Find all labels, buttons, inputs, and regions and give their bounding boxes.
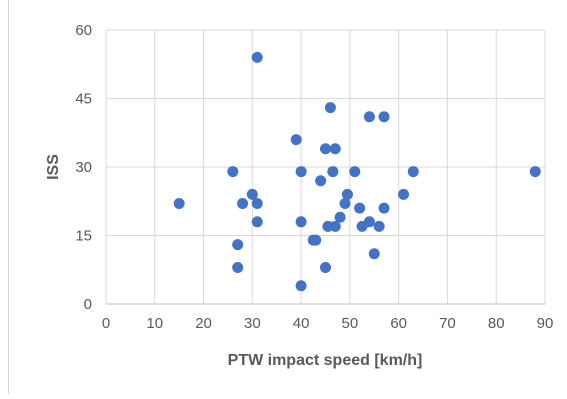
y-tick-label: 0	[84, 296, 92, 313]
scatter-point	[295, 216, 307, 228]
scatter-point	[398, 188, 410, 200]
scatter-point	[320, 261, 331, 273]
x-axis-title: PTW impact speed [km/h]	[228, 352, 423, 369]
scatter-point	[378, 111, 390, 123]
scatter-point	[327, 166, 339, 178]
x-tick-label: 80	[488, 315, 505, 332]
x-tick-label: 40	[293, 315, 310, 332]
chart-border	[8, 0, 9, 394]
scatter-point	[227, 166, 239, 178]
axes	[105, 30, 545, 305]
scatter-point	[349, 166, 361, 178]
scatter-point	[341, 188, 353, 200]
scatter-point	[295, 166, 307, 178]
scatter-point	[368, 248, 380, 260]
scatter-point	[354, 202, 366, 214]
scatter-point	[251, 198, 263, 210]
scatter-point	[310, 234, 322, 246]
x-tick-label: 10	[146, 315, 163, 332]
scatter-point	[251, 216, 263, 228]
tick-labels: 0 10 20 30 40 50 60 70 80 90 0 15 30 45 60	[75, 22, 553, 332]
scatter-point	[246, 188, 258, 200]
scatter-point	[290, 134, 302, 146]
scatter-point	[329, 143, 341, 155]
scatter-point	[237, 198, 249, 210]
scatter-point	[232, 261, 244, 273]
x-tick-label: 30	[244, 315, 261, 332]
scatter-point	[232, 239, 244, 251]
scatter-point	[373, 220, 385, 232]
x-tick-label: 90	[537, 315, 554, 332]
x-tick-label: 60	[390, 315, 407, 332]
scatter-point	[320, 143, 331, 155]
scatter-point	[329, 220, 341, 232]
y-tick-label: 15	[75, 228, 92, 245]
scatter-point	[173, 198, 185, 210]
x-tick-label: 50	[342, 315, 359, 332]
scatter-point	[295, 280, 307, 292]
x-tick-label: 0	[102, 315, 110, 332]
y-tick-label: 60	[75, 22, 92, 39]
y-axis-title: ISS	[45, 154, 62, 180]
scatter-point	[324, 102, 336, 114]
y-tick-label: 30	[75, 159, 92, 176]
x-tick-label: 20	[195, 315, 212, 332]
scatter-point	[378, 202, 390, 214]
scatter-point	[407, 166, 419, 178]
y-tick-label: 45	[75, 91, 92, 108]
scatter-point	[334, 211, 346, 223]
scatter-point	[339, 198, 351, 210]
x-tick-label: 70	[439, 315, 456, 332]
scatter-point	[363, 111, 375, 123]
data-points	[173, 51, 541, 292]
scatter-point	[363, 216, 375, 228]
scatter-point	[529, 166, 541, 178]
scatter-point	[315, 175, 327, 187]
gridlines	[106, 29, 546, 304]
scatter-point	[251, 51, 263, 63]
